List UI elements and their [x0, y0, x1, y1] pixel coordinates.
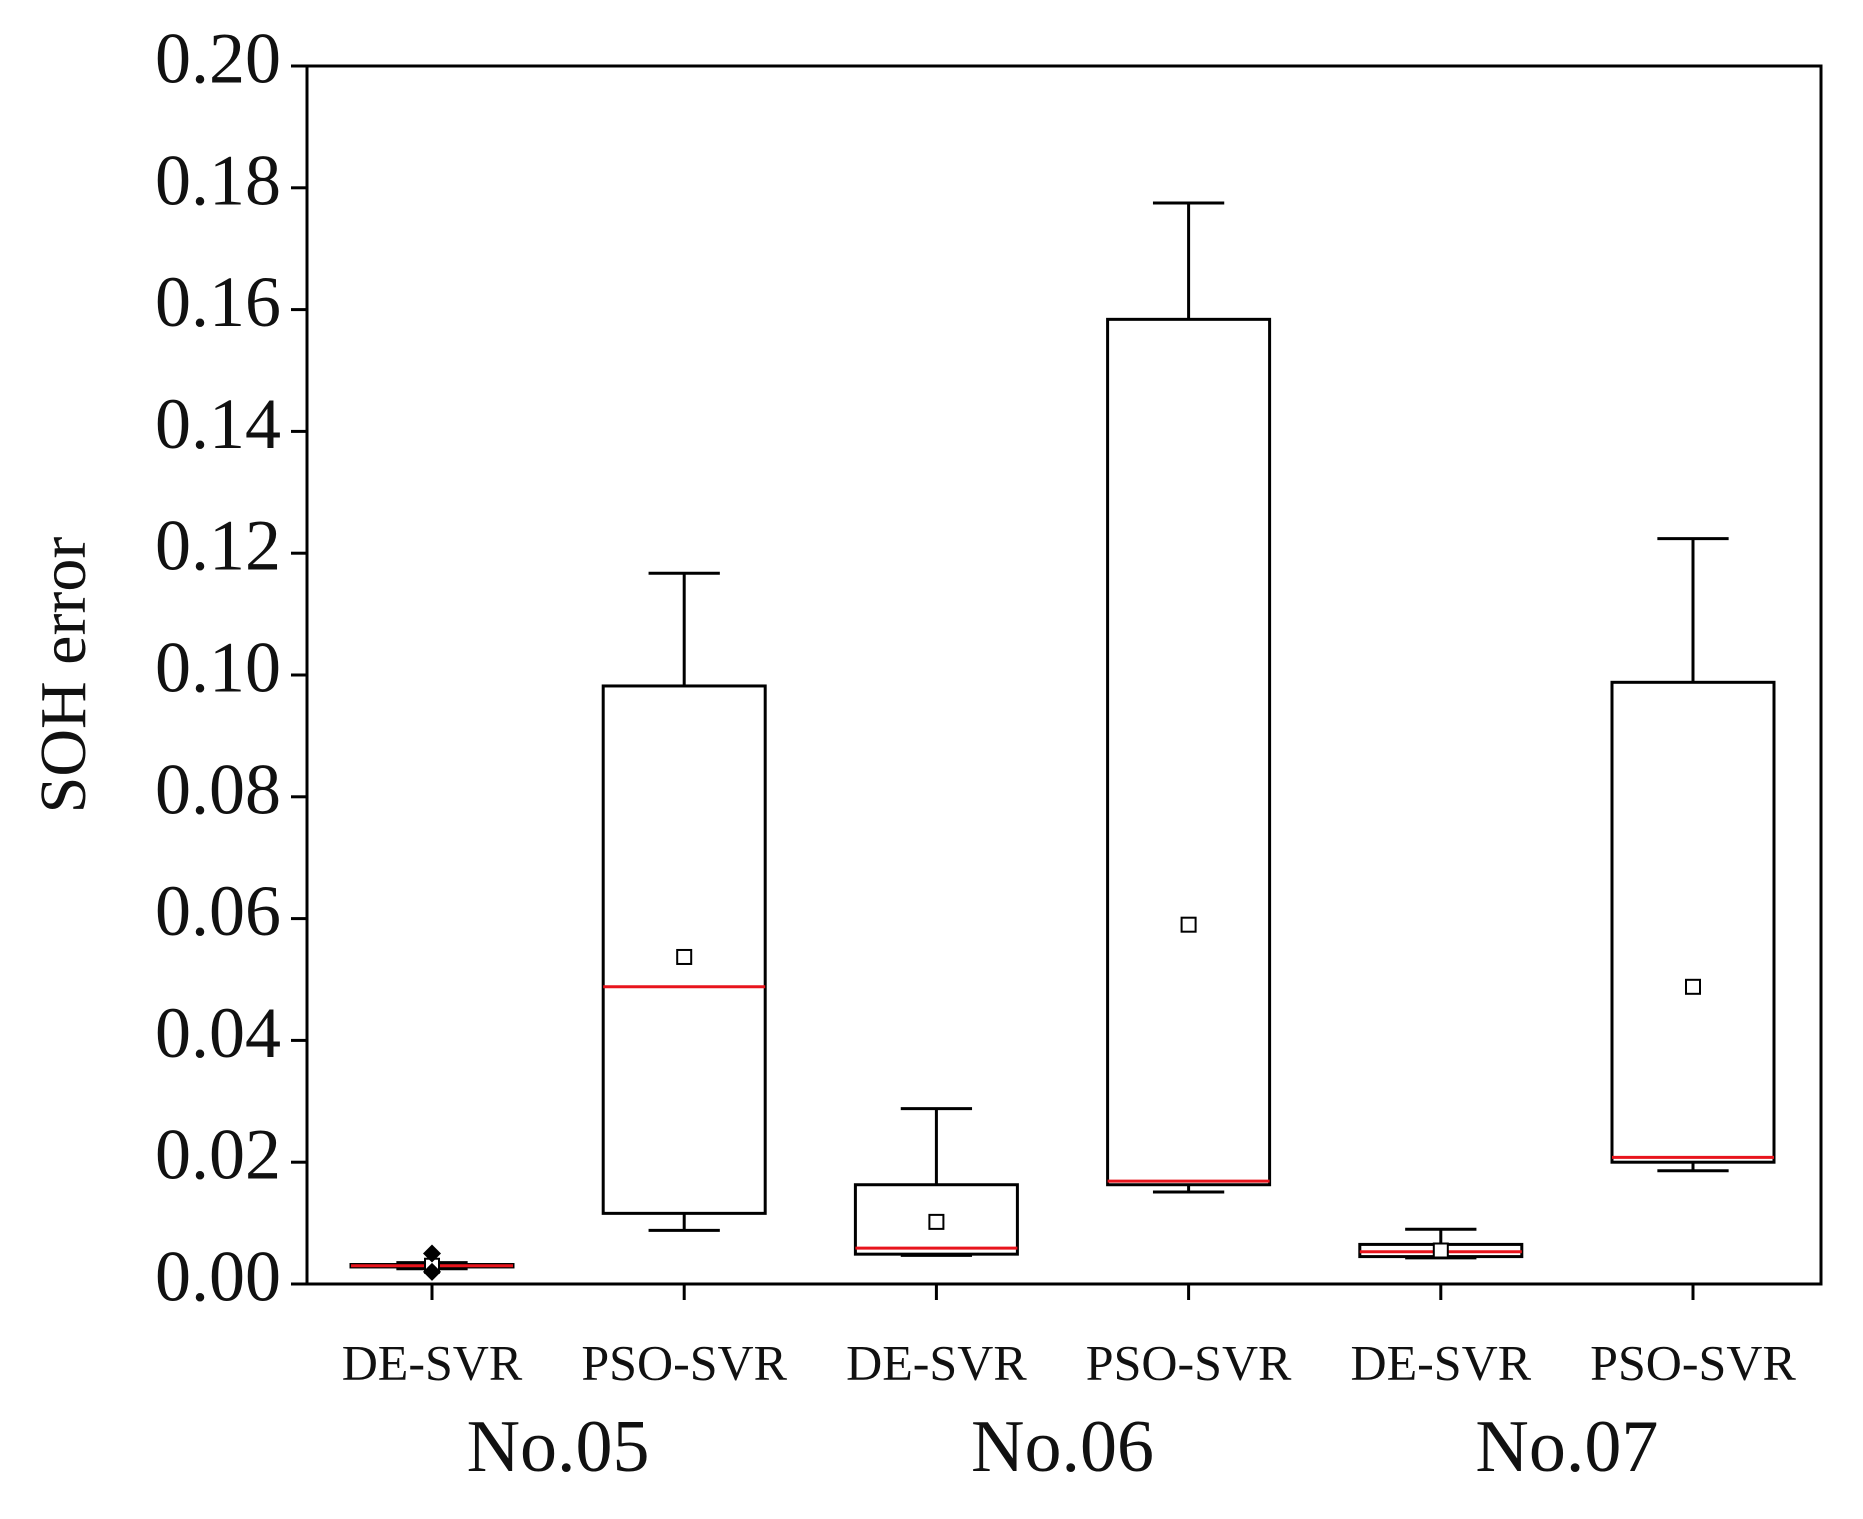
x-tick-label: PSO-SVR [1590, 1334, 1796, 1390]
y-tick-label: 0.02 [155, 1115, 281, 1195]
mean-marker [1685, 978, 1701, 995]
y-tick-label: 0.00 [155, 1237, 281, 1317]
y-axis-label: SOH error [27, 537, 100, 814]
y-tick-label: 0.14 [155, 384, 281, 464]
group-label: No.05 [467, 1406, 650, 1488]
x-tick-label: PSO-SVR [1086, 1334, 1292, 1390]
plot-frame [305, 64, 1823, 1286]
outlier [423, 1244, 441, 1263]
y-tick-label: 0.08 [155, 749, 281, 829]
mean-marker [1432, 1242, 1449, 1259]
mean-marker [928, 1213, 945, 1230]
box [1106, 317, 1272, 1187]
y-tick-label: 0.18 [155, 140, 281, 220]
group-label: No.06 [971, 1406, 1154, 1488]
x-tick-label: DE-SVR [342, 1334, 523, 1390]
x-tick-label: PSO-SVR [581, 1334, 787, 1390]
x-tick-label: DE-SVR [1351, 1334, 1532, 1390]
y-tick-label: 0.12 [155, 506, 281, 586]
y-tick-label: 0.06 [155, 871, 281, 951]
mean-marker [676, 948, 693, 965]
y-tick-label: 0.20 [155, 19, 281, 99]
y-tick-label: 0.10 [155, 628, 281, 708]
box [1610, 680, 1776, 1164]
outlier [423, 1262, 441, 1281]
x-tick-label: DE-SVR [846, 1334, 1027, 1390]
y-tick-label: 0.16 [155, 262, 281, 342]
mean-marker [1180, 916, 1197, 933]
y-tick-label: 0.04 [155, 993, 281, 1073]
group-label: No.07 [1475, 1406, 1658, 1488]
